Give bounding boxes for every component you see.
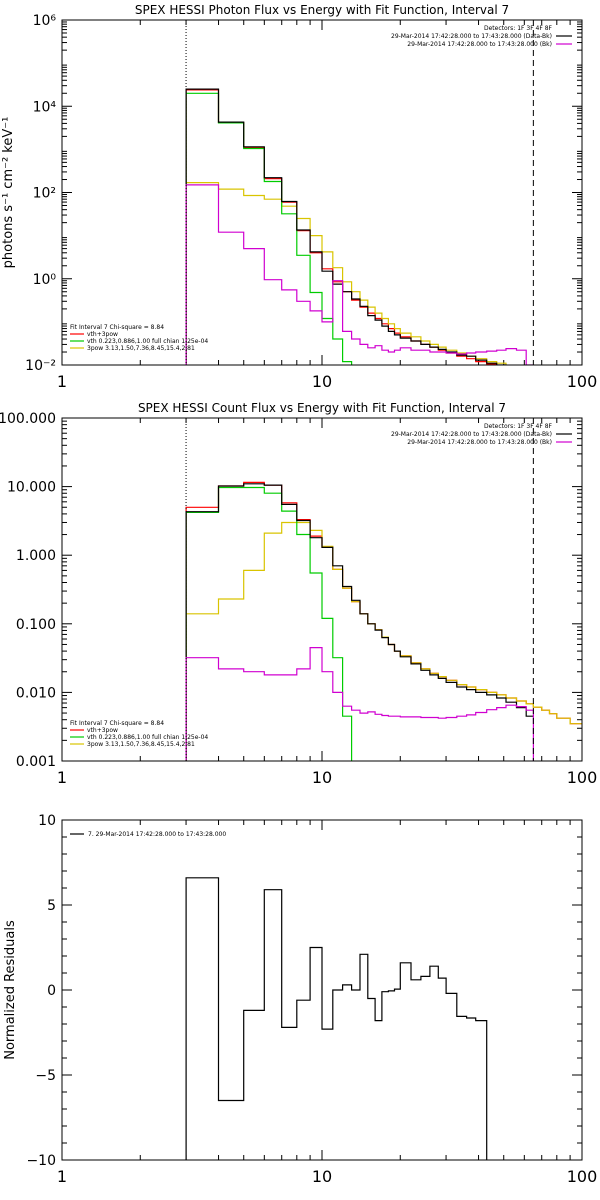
x-tick-label: 100	[567, 1167, 598, 1186]
legend-entry: 29-Mar-2014 17:42:28.000 to 17:43:28.000…	[391, 33, 552, 40]
legend-entry: 29-Mar-2014 17:42:28.000 to 17:43:28.000…	[407, 41, 552, 48]
series-line-3	[185, 88, 507, 365]
y-tick-label: 0.001	[16, 754, 56, 770]
x-tick-label: 1	[57, 1167, 67, 1186]
legend-entry: vth 0.223,0.886,1.00 full chian 1.25e-04	[87, 338, 208, 345]
legend-entry: Detectors: 1F 3F 4F 8F	[484, 25, 553, 32]
series-group	[185, 877, 488, 1160]
legend-entry: 29-Mar-2014 17:42:28.000 to 17:43:28.000…	[407, 439, 552, 446]
y-tick-label: −5	[35, 1068, 56, 1084]
y-tick-label: 10⁻²	[25, 358, 56, 374]
x-tick-label: 10	[312, 768, 332, 787]
y-tick-label: −10	[26, 1153, 56, 1169]
chart-title: SPEX HESSI Count Flux vs Energy with Fit…	[138, 401, 506, 415]
y-axis-label: photons s⁻¹ cm⁻² keV⁻¹	[1, 117, 16, 269]
y-tick-label: 10⁶	[33, 13, 57, 29]
legend-entry: vth+3pow	[87, 727, 118, 734]
series-line-3	[185, 483, 534, 761]
chart-title: SPEX HESSI Photon Flux vs Energy with Fi…	[135, 3, 509, 17]
y-tick-label: 5	[47, 898, 56, 914]
legend-entry: Detectors: 1F 3F 4F 8F	[484, 423, 553, 430]
series-line-1	[185, 521, 582, 761]
y-tick-label: 10	[38, 813, 56, 829]
x-tick-label: 1	[57, 768, 67, 787]
y-axis-label: Normalized Residuals	[3, 920, 18, 1060]
chart-count: SPEX HESSI Count Flux vs Energy with Fit…	[0, 401, 598, 787]
legend-entry: 3pow 3.13,1.50,7.36,8.45,15.4,2.81	[87, 345, 195, 352]
chart-photon: SPEX HESSI Photon Flux vs Energy with Fi…	[1, 3, 598, 391]
y-tick-label: 100.000	[0, 411, 56, 427]
series-group	[185, 88, 535, 365]
chart-resid: 1 10 100 −10 −5 0 5 10 Normalized Residuals 7. 29…	[3, 813, 598, 1186]
legend-entry: 29-Mar-2014 17:42:28.000 to 17:43:28.000…	[391, 431, 552, 438]
legend-entry: 7. 29-Mar-2014 17:42:28.000 to 17:43:28.…	[88, 831, 226, 838]
series-line-1	[185, 182, 507, 365]
y-tick-label: 0.100	[16, 617, 56, 633]
y-tick-label: 10⁰	[33, 272, 57, 288]
legend-entry: 3pow 3.13,1.50,7.36,8.45,15.4,2.81	[87, 741, 195, 748]
y-tick-label: 10.000	[7, 480, 56, 496]
y-tick-label: 0.010	[16, 685, 56, 701]
x-tick-label: 100	[567, 372, 598, 391]
series-line-4	[185, 646, 535, 761]
y-tick-label: 1.000	[16, 548, 56, 564]
legend-entry: Fit Interval 7 Chi-square = 8.84	[70, 720, 164, 727]
x-tick-label: 100	[567, 768, 598, 787]
series-group	[185, 481, 582, 761]
y-tick-label: 0	[47, 983, 56, 999]
y-tick-label: 10⁴	[33, 99, 57, 115]
legend-entry: vth+3pow	[87, 331, 118, 338]
y-tick-label: 10²	[33, 186, 56, 202]
plot-frame	[61, 19, 583, 366]
x-tick-label: 10	[312, 372, 332, 391]
series-line-2	[185, 92, 353, 365]
plot-frame	[61, 417, 583, 762]
series-line-0	[185, 877, 488, 1160]
legend-entry: Fit Interval 7 Chi-square = 8.84	[70, 324, 164, 331]
plot-frame	[61, 819, 583, 1161]
legend-entry: vth 0.223,0.886,1.00 full chian 1.25e-04	[87, 734, 208, 741]
x-tick-label: 10	[312, 1167, 332, 1186]
series-line-0	[185, 89, 498, 365]
series-line-0	[185, 481, 582, 761]
series-line-4	[185, 184, 535, 365]
x-tick-label: 1	[57, 372, 67, 391]
series-line-2	[185, 486, 353, 761]
